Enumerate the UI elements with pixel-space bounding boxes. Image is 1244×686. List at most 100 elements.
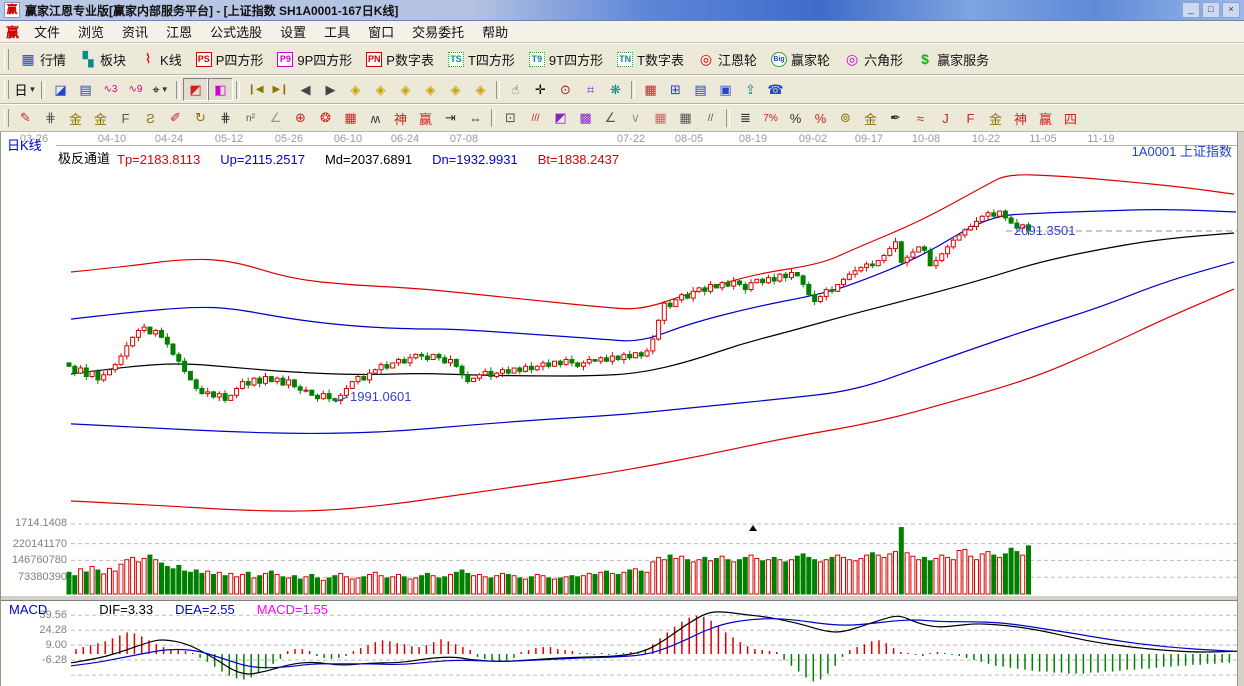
- fit-view-button[interactable]: ◈: [475, 81, 486, 97]
- f-angle-button[interactable]: F: [966, 110, 975, 126]
- menu-item-1[interactable]: 浏览: [78, 25, 105, 40]
- nav-prev-button[interactable]: ◀: [300, 81, 311, 97]
- ruler-123-button[interactable]: ⇥: [445, 110, 456, 125]
- menu-item-9[interactable]: 帮助: [482, 25, 509, 40]
- gann-net-tool-button[interactable]: ⌗: [586, 81, 595, 97]
- slash-lines-button[interactable]: //: [707, 112, 714, 124]
- crosshair-tool-button[interactable]: ✛: [535, 81, 546, 97]
- marker-dropdown-button[interactable]: ⌖ ▼: [152, 81, 169, 97]
- minimize-button[interactable]: _: [1182, 2, 1200, 18]
- toolbar-item-p9-square[interactable]: P9 9P四方形: [270, 48, 359, 71]
- v-check-button[interactable]: ∨: [630, 110, 641, 125]
- toolbar-item-t9-square[interactable]: T9 9T四方形: [522, 48, 610, 71]
- toolbar-item-winner-service[interactable]: $ 赢家服务: [910, 48, 996, 71]
- shen-angle-button[interactable]: 神: [1013, 111, 1027, 127]
- gann-box-grid-button[interactable]: ▦: [344, 110, 357, 125]
- save-button[interactable]: ▣: [719, 81, 732, 97]
- maximize-button[interactable]: □: [1202, 2, 1220, 18]
- hand-tool-button[interactable]: ☝: [511, 81, 520, 97]
- center-view-button[interactable]: ◈: [400, 81, 411, 97]
- angle-mirror-button[interactable]: ∠: [269, 110, 282, 125]
- chart-canvas[interactable]: 2091.3501 1991.0601: [1, 132, 1238, 686]
- nav-last-button[interactable]: ▶❙: [272, 84, 289, 95]
- volume-profile-button[interactable]: ◧: [208, 78, 233, 101]
- export-button[interactable]: ⇪: [745, 81, 756, 97]
- menu-item-8[interactable]: 交易委托: [412, 25, 465, 40]
- brush-2-button[interactable]: ✐: [170, 110, 181, 125]
- gold-circle-button[interactable]: ⊚: [840, 110, 851, 125]
- ying-tool-button[interactable]: 赢: [418, 111, 432, 127]
- menu-item-2[interactable]: 资讯: [122, 25, 149, 40]
- menu-item-5[interactable]: 设置: [280, 25, 307, 40]
- toolbar-item-t-number-table[interactable]: TN T数字表: [610, 48, 691, 71]
- si-angle-button[interactable]: 四: [1063, 111, 1077, 127]
- gann-grid-button[interactable]: ⋕: [45, 110, 56, 125]
- grid-dark-button[interactable]: ▦: [679, 110, 692, 125]
- expand-view-button[interactable]: ◈: [450, 81, 461, 97]
- ying-angle-button[interactable]: 赢: [1038, 111, 1052, 127]
- zoom-tool-button[interactable]: ⊙: [560, 81, 571, 97]
- percent-red-button[interactable]: %: [814, 110, 827, 126]
- pattern-select-button[interactable]: ◩: [183, 78, 208, 101]
- info-panel-button[interactable]: ▤: [79, 81, 92, 97]
- gold-ratio-1-button[interactable]: 金: [68, 111, 82, 127]
- price-steps-button[interactable]: ≣: [740, 110, 751, 125]
- toolbar-item-sectors[interactable]: ▚ 板块: [73, 48, 133, 71]
- box-select-button[interactable]: ⊡: [505, 110, 516, 125]
- notepad-button[interactable]: ▤: [694, 81, 707, 97]
- box-net-button[interactable]: ▩: [579, 110, 592, 125]
- wave-3-button[interactable]: ∿3: [103, 84, 118, 95]
- width-measure-button[interactable]: ⇔: [469, 110, 482, 126]
- j-angle-button[interactable]: J: [942, 110, 949, 126]
- calculator-button[interactable]: ⊞: [670, 81, 681, 97]
- kline-period-dropdown-button[interactable]: 日 ▼: [14, 83, 37, 98]
- percent-button[interactable]: %: [789, 110, 802, 126]
- wave-band-button[interactable]: ≈: [916, 110, 925, 126]
- fan-lines-button[interactable]: ///: [531, 112, 540, 124]
- toolbar-grip[interactable]: [4, 108, 9, 128]
- knot-tool-button[interactable]: ❋: [610, 81, 621, 97]
- close-button[interactable]: ×: [1222, 2, 1240, 18]
- brush-red-button[interactable]: ✎: [20, 110, 31, 125]
- menu-item-7[interactable]: 窗口: [368, 25, 395, 40]
- shift-right-button[interactable]: ◈: [375, 81, 386, 97]
- gann-compass-button[interactable]: ⊕: [295, 110, 306, 125]
- toolbar-item-winner-wheel[interactable]: Big 赢家轮: [764, 48, 837, 71]
- menu-item-4[interactable]: 公式选股: [210, 25, 263, 40]
- toolbar-grip[interactable]: [4, 48, 9, 70]
- grid-red-button[interactable]: ▦: [654, 110, 667, 125]
- n-square-button[interactable]: n²: [246, 112, 255, 124]
- toolbar-item-p-number-table[interactable]: PN P数字表: [359, 48, 441, 71]
- shift-left-button[interactable]: ◈: [350, 81, 361, 97]
- menu-item-0[interactable]: 文件: [34, 25, 61, 40]
- spiral-button[interactable]: Ƨ: [146, 110, 155, 126]
- toolbar-item-p-square[interactable]: PS P四方形: [189, 48, 271, 71]
- toolbar-grip[interactable]: [4, 80, 9, 99]
- calendar-button[interactable]: ▦: [644, 81, 657, 97]
- toolbar-item-hexagon[interactable]: ◎ 六角形: [837, 48, 910, 71]
- gann-web-button[interactable]: ❂: [320, 110, 331, 125]
- wave-9-button[interactable]: ∿9: [128, 84, 143, 95]
- f-ruler-button[interactable]: F: [121, 110, 130, 126]
- toolbar-item-t-square[interactable]: TS T四方形: [441, 48, 522, 71]
- angle-line-button[interactable]: ∠: [604, 110, 617, 125]
- ink-pen-button[interactable]: ✒: [890, 110, 901, 125]
- nav-next-button[interactable]: ▶: [325, 81, 336, 97]
- toolbar-item-quotes[interactable]: ▦ 行情: [13, 48, 73, 71]
- grid-lines-button[interactable]: ⋕: [220, 110, 231, 125]
- pane-splitter[interactable]: [1, 595, 1238, 601]
- box-diagonal-button[interactable]: ◩: [554, 110, 567, 125]
- toolbar-item-gann-wheel[interactable]: ◎ 江恩轮: [691, 48, 764, 71]
- gold-ratio-2-button[interactable]: 金: [93, 111, 107, 127]
- compress-view-button[interactable]: ◈: [425, 81, 436, 97]
- nav-first-button[interactable]: ❙◀: [247, 84, 264, 95]
- toolbar-item-kline[interactable]: ⌇ K线: [133, 48, 189, 71]
- menu-item-6[interactable]: 工具: [324, 25, 351, 40]
- gold-angle-button[interactable]: 金: [863, 111, 877, 127]
- remote-service-button[interactable]: ☎: [767, 81, 784, 97]
- trend-marks-button[interactable]: ʍ: [370, 110, 381, 126]
- chart-pattern-button[interactable]: ◪: [54, 81, 67, 97]
- shen-tool-button[interactable]: 神: [393, 111, 407, 127]
- time-cycle-button[interactable]: ↻: [195, 110, 206, 125]
- percent-line-button[interactable]: 7%: [763, 112, 778, 124]
